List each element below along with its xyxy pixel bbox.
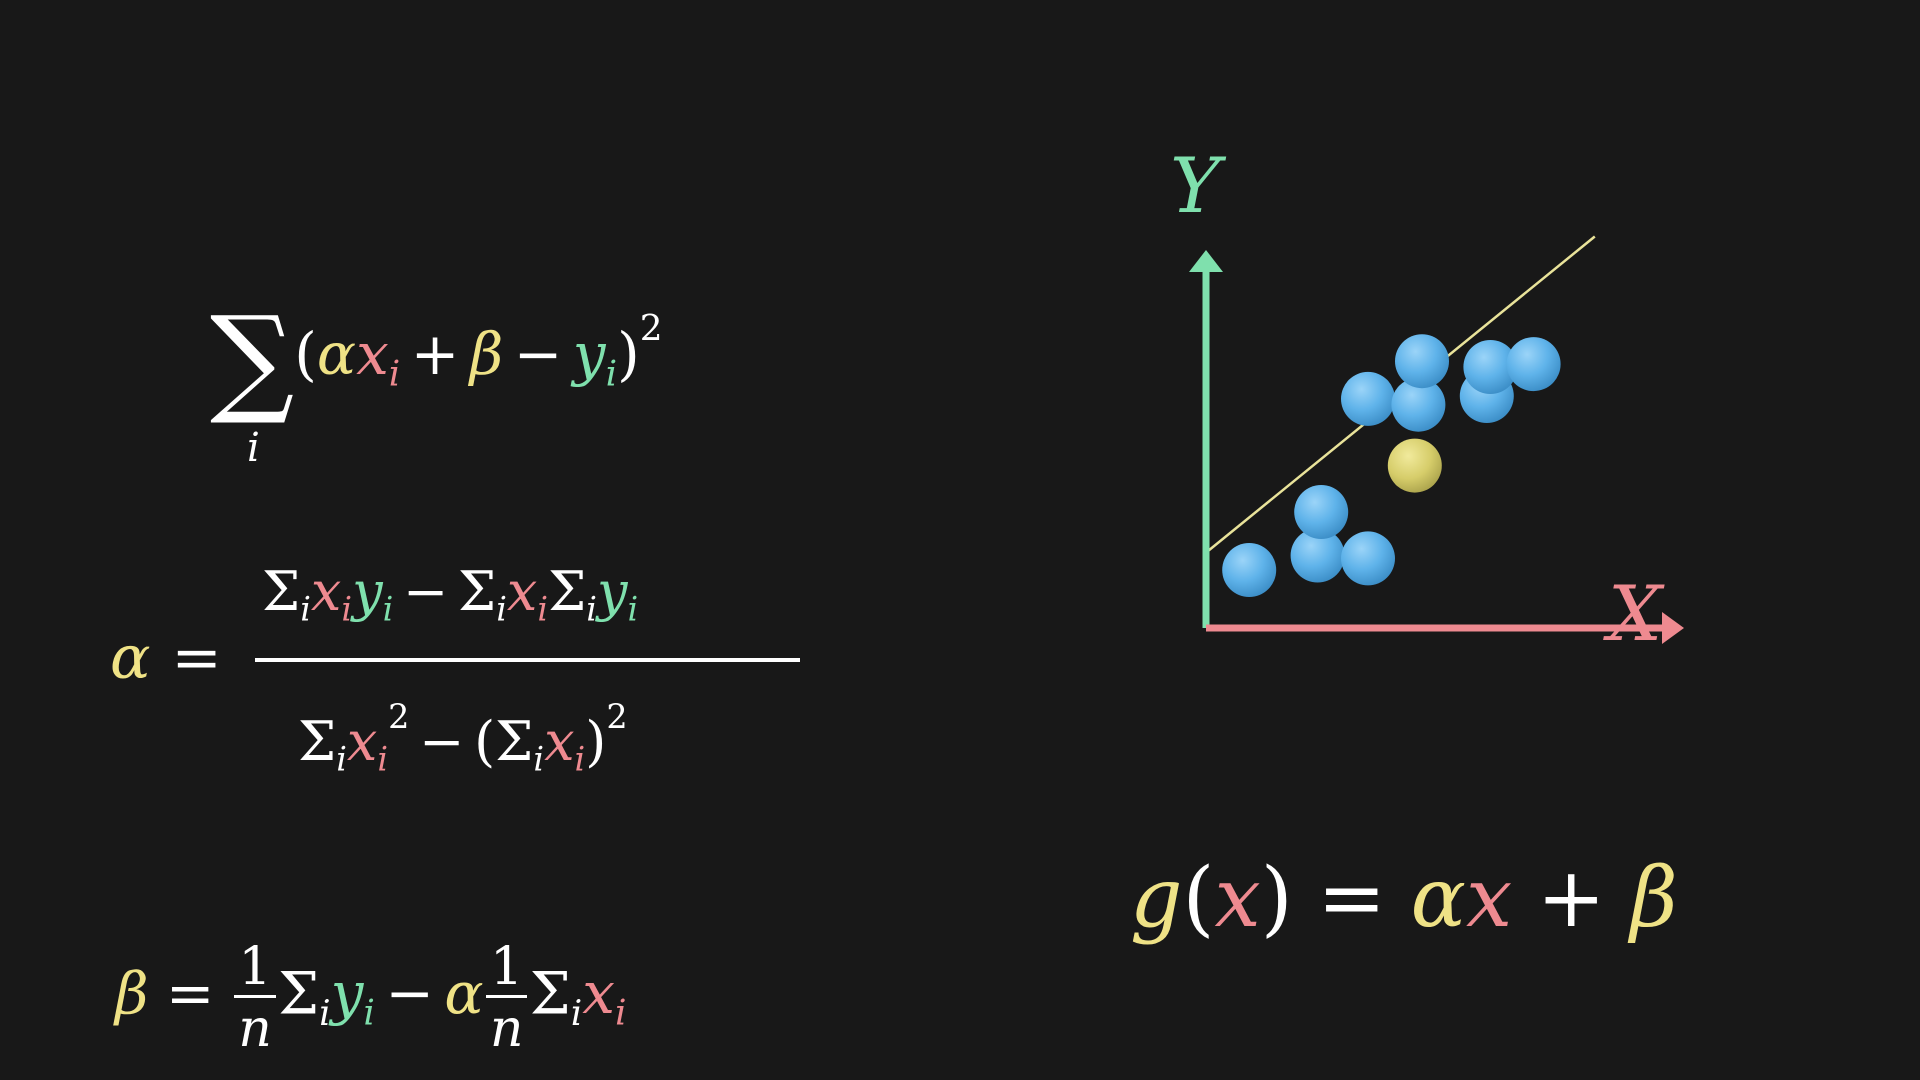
data-point-7 <box>1395 334 1449 389</box>
equals-sign: = <box>1317 851 1387 946</box>
loss-formula: ∑ i (αxi + β − yi)2 <box>210 290 663 471</box>
x-variable: x <box>1214 851 1261 946</box>
beta-formula: β = 1 n Σiyi − α 1 n Σixi <box>115 937 627 1059</box>
data-point-10 <box>1506 337 1561 392</box>
alpha-symbol: α <box>316 320 357 389</box>
alpha-symbol: α <box>444 959 484 1028</box>
sum-symbol: ∑ i <box>210 290 295 471</box>
open-paren: ( <box>294 320 317 389</box>
exponent: 2 <box>639 307 663 349</box>
plus-operator: + <box>1536 851 1606 946</box>
data-point-1 <box>1222 543 1277 597</box>
g-function: g <box>1130 851 1183 946</box>
equals-sign: = <box>171 623 222 693</box>
beta-symbol: β <box>469 320 504 389</box>
alpha-lhs: α = <box>110 628 233 688</box>
x-variable: x <box>1466 851 1513 946</box>
beta-symbol: β <box>115 959 149 1028</box>
sum-index: i <box>247 425 260 471</box>
beta-symbol: β <box>1630 851 1678 946</box>
scatter-plot: Y X <box>1170 141 1684 658</box>
data-point-4 <box>1294 485 1349 539</box>
alpha-symbol: α <box>110 623 151 693</box>
highlighted-point <box>1387 438 1442 493</box>
x-axis-arrowhead <box>1662 612 1684 644</box>
x-axis-label: X <box>1603 569 1665 658</box>
fraction-bar <box>255 658 800 662</box>
minus-operator: − <box>513 320 563 389</box>
data-point-6 <box>1391 377 1446 432</box>
model-formula: g(x) = αx + β <box>1130 851 1678 946</box>
data-point-9 <box>1463 340 1518 394</box>
y-variable: yi <box>572 320 618 395</box>
plus-operator: + <box>410 320 460 389</box>
close-paren: ) <box>617 320 640 389</box>
data-point-5 <box>1341 371 1395 426</box>
x-variable: xi <box>356 320 401 395</box>
alpha-symbol: α <box>1410 851 1467 946</box>
alpha-numerator: Σixiyi − ΣixiΣiyi <box>262 560 639 629</box>
alpha-denominator: Σixi2− (Σixi)2 <box>298 697 628 779</box>
y-axis-arrowhead <box>1189 250 1223 272</box>
y-axis-label: Y <box>1170 141 1227 230</box>
data-point-3 <box>1341 531 1395 586</box>
equals-sign: = <box>165 959 215 1028</box>
data-point-2 <box>1290 528 1345 583</box>
